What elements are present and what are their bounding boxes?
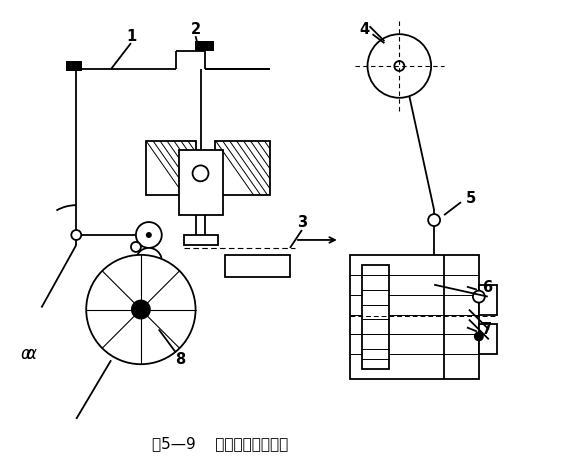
Bar — [350, 255, 479, 379]
Bar — [179, 151, 223, 215]
Circle shape — [136, 248, 162, 274]
Bar — [225, 255, 290, 277]
Circle shape — [146, 232, 152, 238]
Bar — [184, 235, 218, 245]
Circle shape — [71, 230, 81, 240]
Text: 8: 8 — [176, 352, 186, 367]
Bar — [479, 325, 497, 354]
Text: 7: 7 — [482, 322, 492, 337]
Bar — [215, 140, 270, 195]
Circle shape — [136, 222, 162, 248]
Text: 图5—9    单边辊式送料装置: 图5—9 单边辊式送料装置 — [152, 436, 289, 451]
Circle shape — [474, 332, 484, 341]
Text: $\alpha$: $\alpha$ — [25, 345, 38, 363]
Circle shape — [131, 242, 141, 252]
Circle shape — [86, 255, 196, 364]
Bar — [195, 41, 214, 51]
Circle shape — [473, 291, 485, 303]
Text: 2: 2 — [191, 22, 200, 37]
Text: $\alpha$: $\alpha$ — [20, 345, 33, 363]
Circle shape — [146, 258, 152, 264]
Circle shape — [395, 61, 404, 71]
Bar — [146, 140, 196, 195]
Text: 4: 4 — [359, 22, 370, 37]
Text: 3: 3 — [297, 214, 307, 230]
Circle shape — [131, 299, 151, 319]
Text: 1: 1 — [126, 29, 136, 44]
Circle shape — [367, 34, 431, 98]
Bar — [362, 265, 389, 369]
Circle shape — [192, 166, 209, 181]
Bar — [66, 61, 82, 71]
Text: 6: 6 — [482, 280, 492, 295]
Text: 5: 5 — [466, 191, 476, 206]
Bar — [479, 285, 497, 314]
Circle shape — [428, 214, 440, 226]
